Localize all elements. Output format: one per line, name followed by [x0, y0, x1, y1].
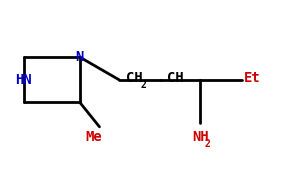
Text: Me: Me [85, 130, 102, 144]
Text: Et: Et [244, 71, 261, 85]
Text: 2: 2 [205, 139, 211, 149]
Text: HN: HN [16, 73, 32, 87]
Text: CH: CH [126, 71, 143, 85]
Text: CH: CH [167, 71, 183, 85]
Text: N: N [76, 50, 84, 64]
Text: NH: NH [192, 130, 209, 144]
Text: 2: 2 [141, 80, 147, 90]
